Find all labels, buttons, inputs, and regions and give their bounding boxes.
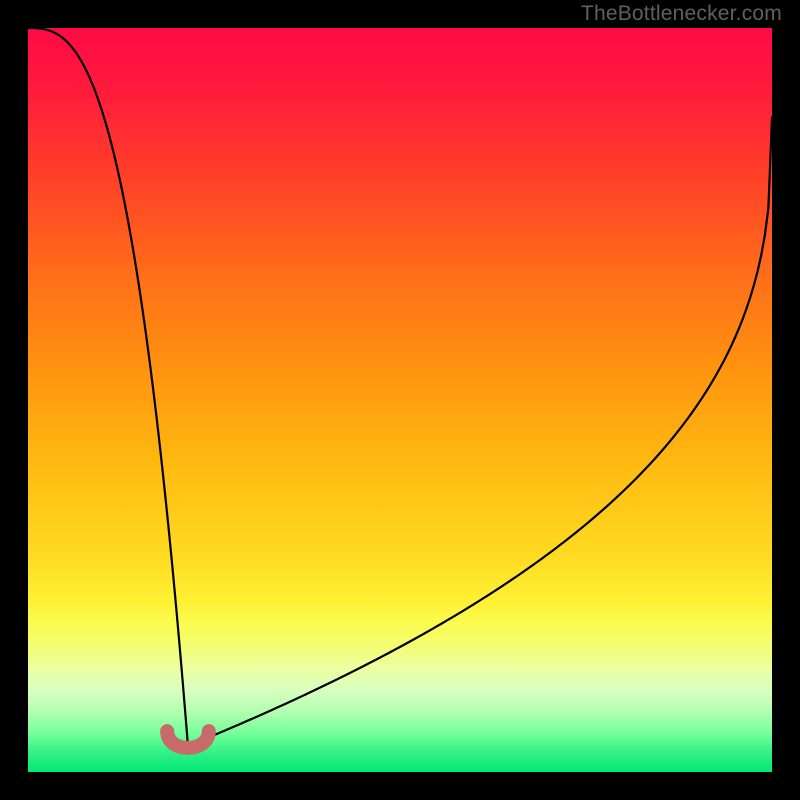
chart-stage: TheBottlenecker.com (0, 0, 800, 800)
bottleneck-chart (0, 0, 800, 800)
chart-gradient-background (28, 28, 772, 772)
